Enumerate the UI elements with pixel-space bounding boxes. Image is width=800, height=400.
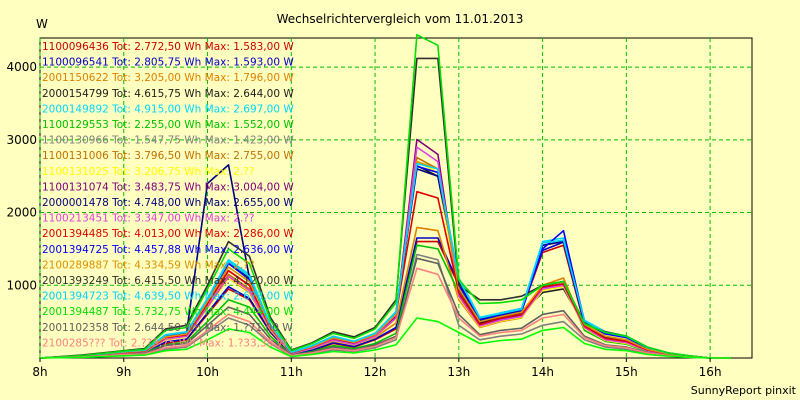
legend-entry-12: 2001394485 Tot: 4.013,00 Wh Max: 2.286,0… — [42, 228, 294, 240]
legend-entry-5: 1100129553 Tot: 2.255,00 Wh Max: 1.552,0… — [42, 119, 294, 131]
legend: 1100096436 Tot: 2.772,50 Wh Max: 1.583,0… — [42, 41, 294, 349]
footer-credit: SunnyReport pinxit — [691, 384, 797, 397]
legend-entry-2: 2001150622 Tot: 3.205,00 Wh Max: 1.796,0… — [42, 72, 294, 84]
legend-entry-8: 1100131025 Tot: 3.206,75 Wh Max: 2.?? — [42, 166, 254, 178]
legend-entry-7: 1100131006 Tot: 3.796,50 Wh Max: 2.755,0… — [42, 150, 294, 162]
x-axis-ticks: 8h 9h 10h 11h 12h 13h 14h 15h 16h — [32, 358, 722, 379]
legend-entry-4: 2000149892 Tot: 4.915,00 Wh Max: 2.697,0… — [42, 103, 294, 115]
legend-entry-6: 1100130966 Tot: 1.547,75 Wh Max: 1.423,0… — [42, 135, 294, 147]
legend-entry-3: 2000154799 Tot: 4.615,75 Wh Max: 2.644,0… — [42, 88, 294, 100]
x-tick-label-2: 10h — [196, 365, 219, 379]
series-lines — [39, 33, 732, 359]
x-tick-label-4: 12h — [364, 365, 387, 379]
legend-entry-18: 2001102358 Tot: 2.644,50 Wh Max: 1.?71,0… — [42, 322, 293, 334]
y-axis-unit: W — [36, 17, 48, 31]
x-tick-label-5: 13h — [447, 365, 470, 379]
y-tick-label-2: 3000 — [6, 133, 37, 147]
x-tick-label-3: 11h — [280, 365, 303, 379]
y-tick-label-1: 2000 — [6, 206, 37, 220]
legend-entry-15: 2001393249 Tot: 6.415,50 Wh Max: 4.120,0… — [42, 275, 294, 287]
legend-entry-16: 2001394723 Tot: 4.639,50 Wh Max: 2.673,0… — [42, 291, 294, 303]
legend-entry-9: 1100131074 Tot: 3.483,75 Wh Max: 3.004,0… — [42, 181, 294, 193]
series-line-19 — [39, 267, 732, 359]
chart-title: Wechselrichtervergleich vom 11.01.2013 — [277, 12, 524, 26]
legend-entry-1: 1100096541 Tot: 2.805,75 Wh Max: 1.593,0… — [42, 57, 294, 69]
legend-entry-0: 1100096436 Tot: 2.772,50 Wh Max: 1.583,0… — [42, 41, 294, 53]
y-tick-label-3: 4000 — [6, 60, 37, 74]
legend-entry-19: 2100285??? Tot: 2.??3,75 Wh Max: 1.?33,3… — [42, 337, 288, 349]
legend-entry-11: 1100213451 Tot: 3.347,00 Wh Max: 2.?? — [42, 213, 254, 225]
y-tick-label-0: 1000 — [6, 278, 37, 292]
x-tick-label-8: 16h — [699, 365, 722, 379]
legend-entry-10: 2000001478 Tot: 4.748,00 Wh Max: 2.655,0… — [42, 197, 294, 209]
x-tick-label-6: 14h — [531, 365, 554, 379]
legend-entry-17: 2001394487 Tot: 5.732,75 Wh Max: 4.444,0… — [42, 306, 294, 318]
series-line-17 — [39, 33, 732, 359]
x-tick-label-1: 9h — [116, 365, 131, 379]
x-tick-label-0: 8h — [32, 365, 47, 379]
y-axis-ticks: 1000 2000 3000 4000 — [6, 60, 37, 292]
legend-entry-13: 2001394725 Tot: 4.457,88 Wh Max: 2.636,0… — [42, 244, 294, 256]
plot-area — [39, 37, 753, 359]
series-line-20 — [39, 317, 732, 359]
x-tick-label-7: 15h — [615, 365, 638, 379]
legend-entry-14: 2100289887 Tot: 4.334,59 Wh Max: 2.?? — [42, 259, 254, 271]
